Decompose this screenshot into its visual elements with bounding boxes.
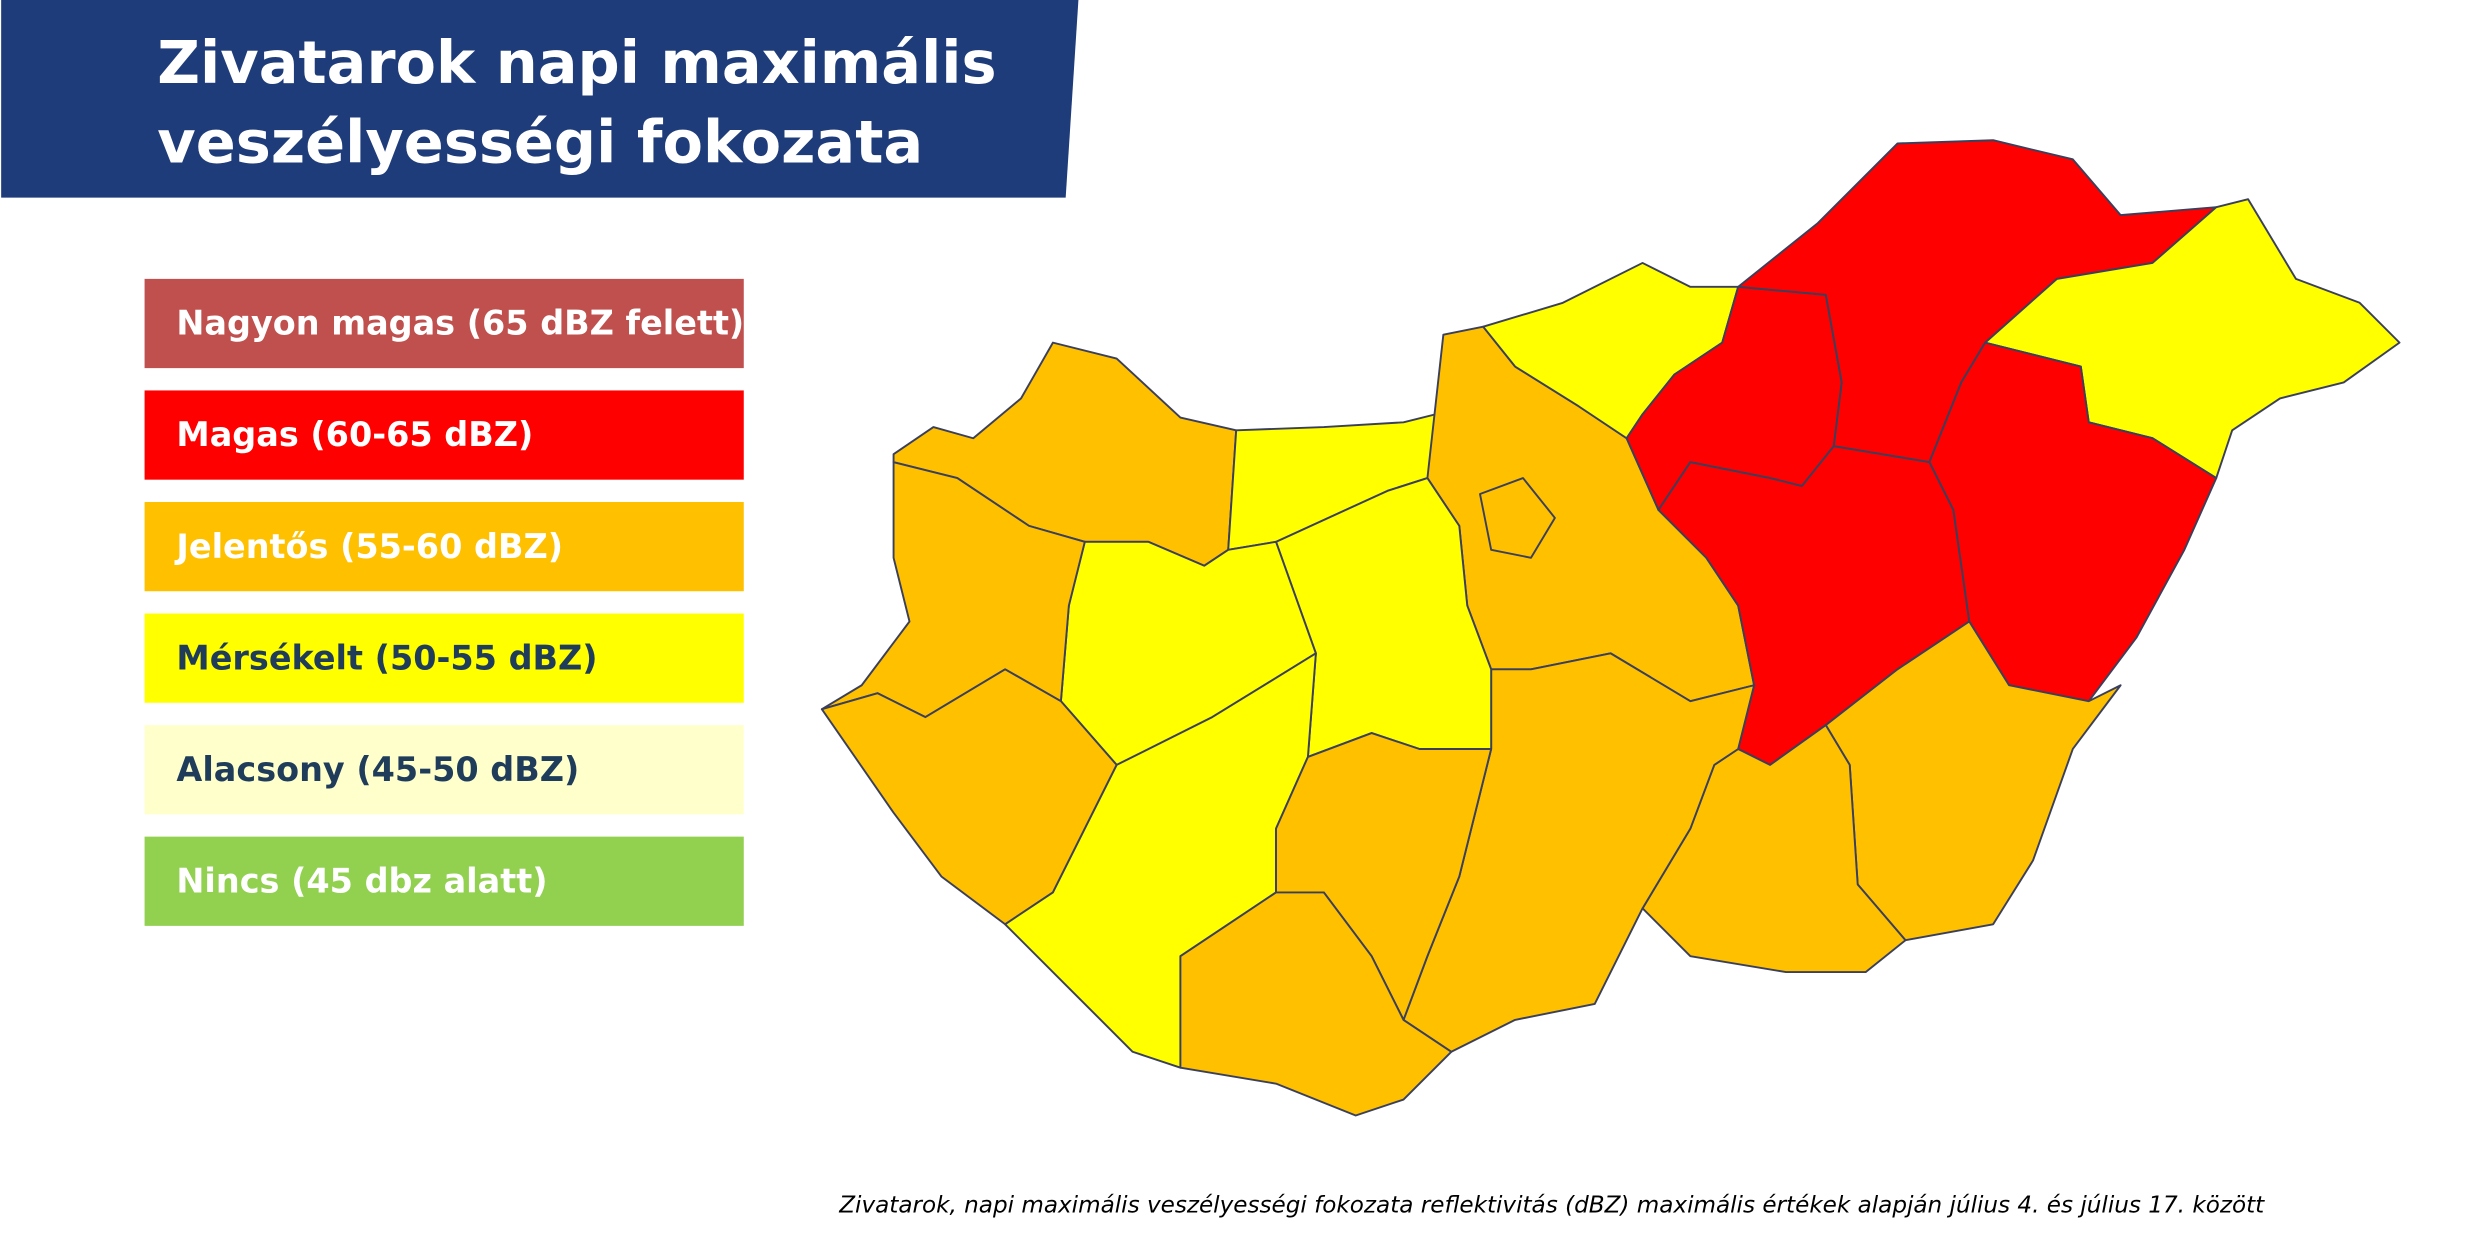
- county: [1275, 732, 1493, 1021]
- map: [820, 139, 2401, 1117]
- legend-swatch: [144, 613, 744, 703]
- legend: Nagyon magas (65 dBZ felett) Magas (60-65…: [144, 278, 744, 926]
- legend-swatch: [144, 501, 744, 592]
- legend-label: Alacsony (45-50 dBZ): [176, 750, 579, 789]
- county: [1479, 477, 1556, 559]
- legend-swatch: [144, 278, 744, 369]
- legend-swatch: [144, 836, 744, 926]
- legend-swatch: [144, 725, 744, 815]
- legend-label: Mérsékelt (50-55 dBZ): [176, 638, 597, 677]
- legend-label: Jelentős (55-60 dBZ): [174, 527, 563, 566]
- county: [1179, 891, 1453, 1117]
- legend-label: Magas (60-65 dBZ): [176, 415, 533, 454]
- title-line: Zivatarok napi maximális: [157, 28, 996, 97]
- title-banner: [1, 0, 1079, 198]
- legend-swatch: [144, 390, 744, 480]
- legend-label: Nincs (45 dbz alatt): [176, 861, 547, 900]
- title-line: veszélyességi fokozata: [157, 108, 923, 177]
- footnote: Zivatarok, napi maximális veszélyességi …: [838, 1193, 2265, 1219]
- legend-label: Nagyon magas (65 dBZ felett): [176, 304, 744, 343]
